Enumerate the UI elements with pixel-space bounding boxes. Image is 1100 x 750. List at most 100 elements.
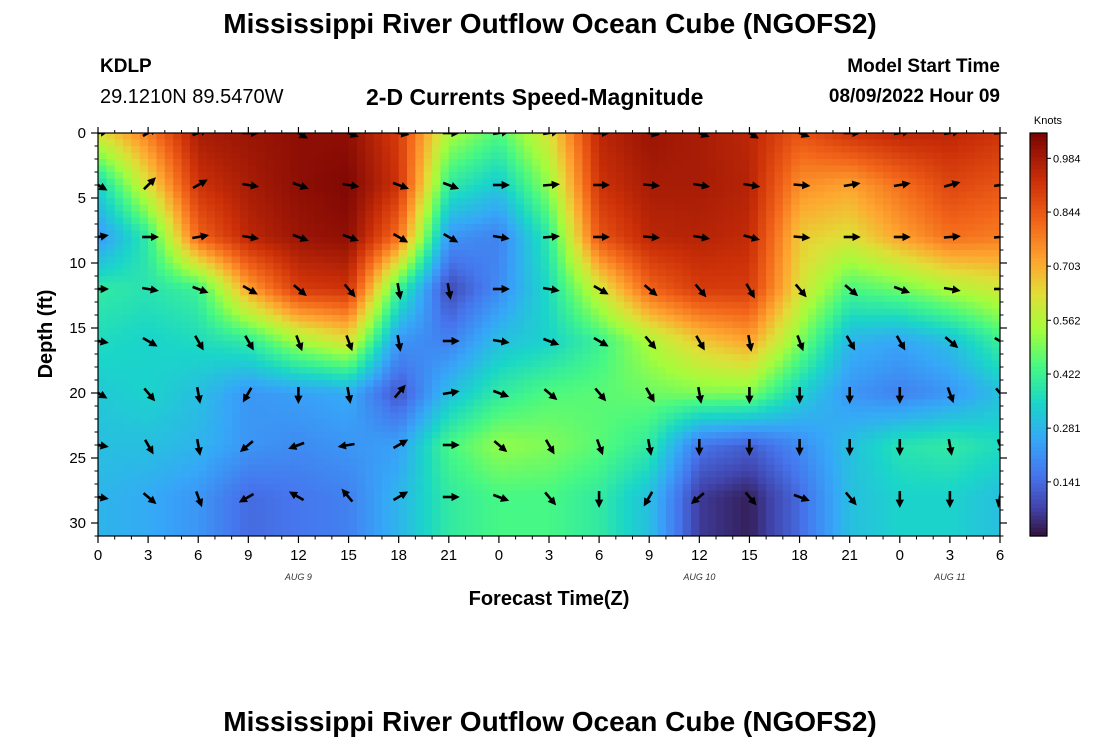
heatmap-cell [173,432,183,440]
heatmap-cell [532,406,542,414]
heatmap-cell [690,276,700,284]
heatmap-cell [949,321,959,329]
heatmap-cell [807,308,817,316]
heatmap-cell [924,367,934,375]
heatmap-cell [883,341,893,349]
heatmap-cell [824,315,834,323]
heatmap-cell [214,269,224,277]
heatmap-cell [624,334,634,342]
heatmap-cell [189,419,199,427]
heatmap-cell [206,256,216,264]
heatmap-cell [214,282,224,290]
heatmap-cell [214,373,224,381]
heatmap-cell [390,172,400,180]
heatmap-cell [98,204,107,212]
heatmap-cell [807,211,817,219]
heatmap-cell [983,393,993,401]
heatmap-cell [523,315,533,323]
heatmap-cell [674,302,684,310]
heatmap-cell [832,211,842,219]
heatmap-cell [624,302,634,310]
heatmap-cell [448,321,458,329]
heatmap-cell [181,165,191,173]
heatmap-cell [574,139,584,147]
heatmap-cell [490,204,500,212]
heatmap-cell [807,289,817,297]
heatmap-cell [983,412,993,420]
heatmap-cell [607,308,617,316]
heatmap-cell [265,315,274,323]
heatmap-cell [298,191,308,199]
heatmap-cell [974,243,984,251]
heatmap-cell [916,373,926,381]
heatmap-cell [340,191,350,199]
heatmap-cell [983,198,993,206]
heatmap-cell [290,295,300,303]
heatmap-cell [114,419,124,427]
heatmap-cell [198,412,208,420]
heatmap-cell [791,224,801,232]
heatmap-cell [657,334,667,342]
heatmap-cell [941,406,951,414]
heatmap-cell [582,276,592,284]
heatmap-cell [858,217,867,225]
heatmap-cell [156,133,166,141]
heatmap-cell [106,269,116,277]
heatmap-cell [373,178,383,186]
heatmap-cell [791,308,801,316]
heatmap-cell [440,172,450,180]
heatmap-cell [924,425,934,433]
heatmap-cell [816,237,826,245]
heatmap-cell [557,146,567,154]
heatmap-cell [574,217,584,225]
heatmap-cell [348,308,358,316]
heatmap-cell [507,289,517,297]
heatmap-cell [498,172,508,180]
heatmap-cell [214,178,224,186]
heatmap-cell [457,224,467,232]
heatmap-cell [649,412,659,420]
heatmap-cell [98,211,107,219]
heatmap-cell [114,159,124,167]
heatmap-cell [699,276,709,284]
heatmap-cell [908,282,918,290]
heatmap-cell [741,354,751,362]
heatmap-cell [816,178,826,186]
heatmap-cell [223,432,233,440]
heatmap-cell [265,373,274,381]
heatmap-cell [799,198,809,206]
heatmap-cell [473,386,483,394]
heatmap-cell [323,269,333,277]
heatmap-cell [883,256,893,264]
heatmap-cell [214,308,224,316]
heatmap-cell [832,146,842,154]
heatmap-cell [440,308,450,316]
heatmap-cell [565,289,575,297]
heatmap-cell [281,425,291,433]
heatmap-cell [782,250,792,258]
heatmap-cell [173,295,183,303]
heatmap-cell [415,250,425,258]
heatmap-cell [899,308,909,316]
heatmap-cell [148,386,158,394]
heatmap-cell [198,224,208,232]
heatmap-cell [690,198,700,206]
heatmap-cell [816,204,826,212]
heatmap-cell [373,399,383,407]
heatmap-cell [732,159,742,167]
heatmap-cell [549,146,558,154]
heatmap-cell [148,302,158,310]
heatmap-cell [707,159,717,167]
heatmap-cell [390,146,400,154]
heatmap-cell [749,412,759,420]
heatmap-cell [924,146,934,154]
heatmap-cell [991,302,1000,310]
heatmap-cell [607,289,617,297]
heatmap-cell [565,406,575,414]
heatmap-cell [841,152,851,160]
heatmap-cell [816,347,826,355]
heatmap-cell [407,139,416,147]
heatmap-cell [440,198,450,206]
heatmap-cell [490,133,500,141]
heatmap-cell [640,393,650,401]
